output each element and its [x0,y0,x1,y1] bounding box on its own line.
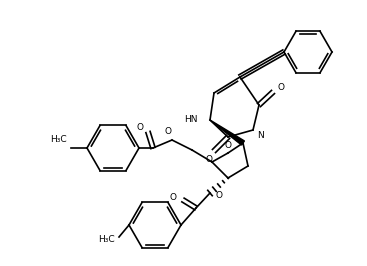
Text: O: O [206,156,212,164]
Text: O: O [137,123,143,131]
Text: O: O [277,84,284,93]
Text: H₃C: H₃C [98,235,115,243]
Polygon shape [210,120,244,145]
Text: O: O [216,190,223,200]
Text: O: O [225,142,232,151]
Text: O: O [170,193,177,202]
Text: N: N [257,131,264,139]
Text: O: O [164,127,171,136]
Text: HN: HN [185,115,198,124]
Text: H₃C: H₃C [50,135,67,144]
